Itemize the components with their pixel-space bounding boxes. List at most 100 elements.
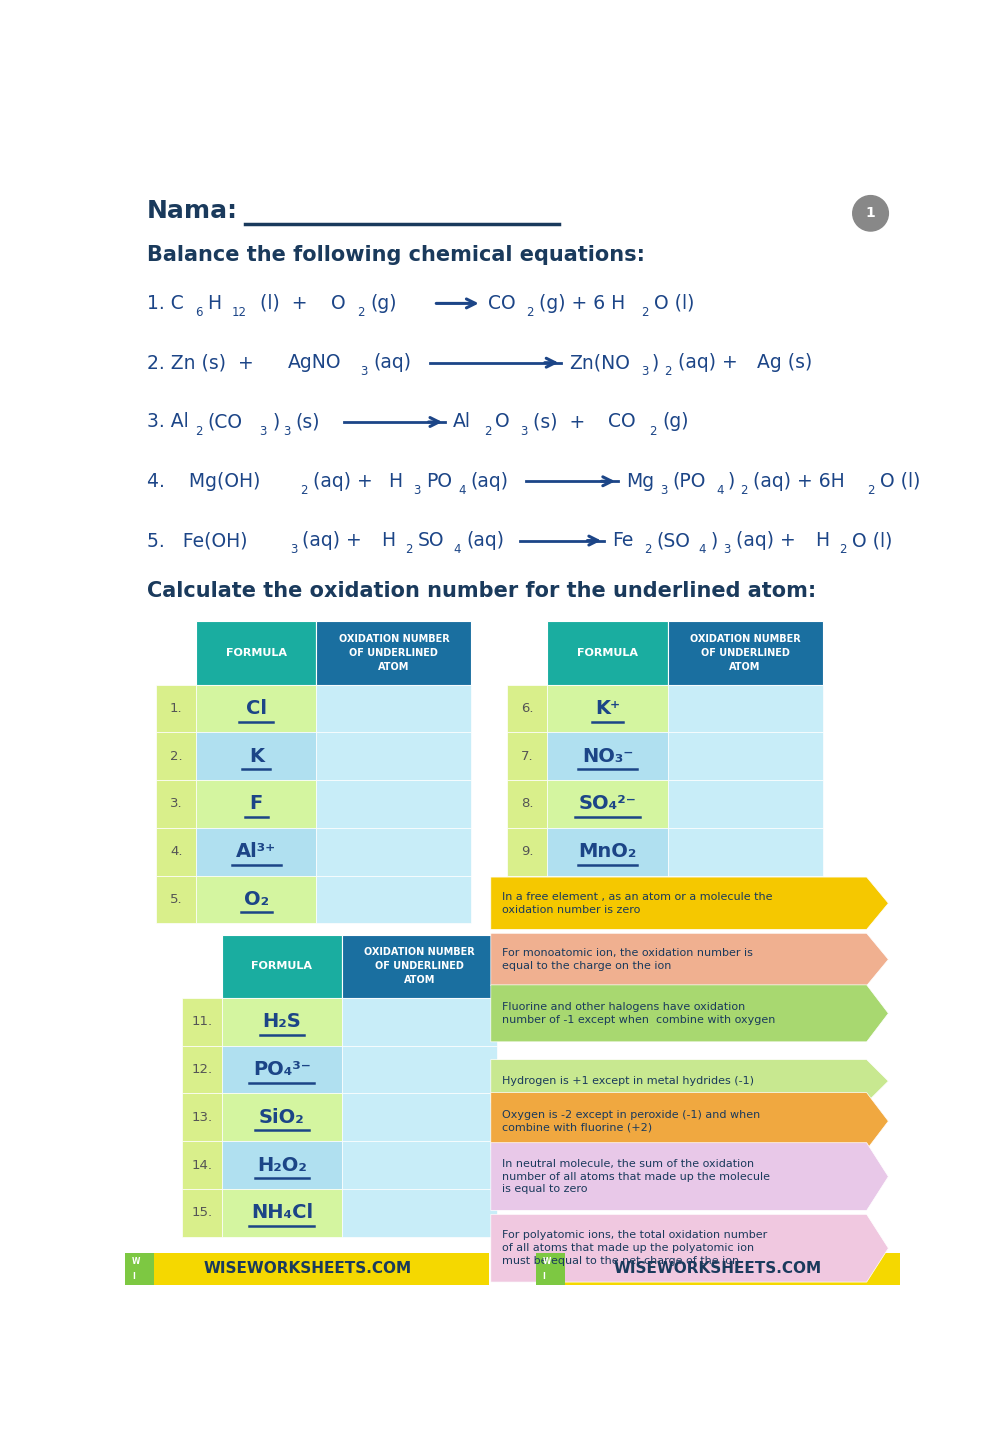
FancyBboxPatch shape xyxy=(668,732,822,780)
Text: I: I xyxy=(132,1272,135,1281)
Text: Al: Al xyxy=(453,413,471,432)
Text: 3: 3 xyxy=(360,365,367,378)
Text: F: F xyxy=(250,794,263,813)
Text: H₂O₂: H₂O₂ xyxy=(257,1155,307,1174)
Text: ): ) xyxy=(711,531,718,550)
Text: 2: 2 xyxy=(300,484,308,497)
FancyBboxPatch shape xyxy=(507,827,547,875)
Text: 2: 2 xyxy=(641,306,649,319)
Text: H: H xyxy=(815,531,829,550)
Text: In neutral molecule, the sum of the oxidation
number of all atoms that made up t: In neutral molecule, the sum of the oxid… xyxy=(502,1158,770,1194)
Text: 12.: 12. xyxy=(191,1063,212,1076)
FancyBboxPatch shape xyxy=(182,1045,222,1093)
Text: CO: CO xyxy=(488,295,515,313)
Text: PO: PO xyxy=(426,472,452,491)
Circle shape xyxy=(853,195,888,231)
FancyBboxPatch shape xyxy=(316,875,471,923)
FancyBboxPatch shape xyxy=(316,621,471,684)
Text: For polyatomic ions, the total oxidation number
of all atoms that made up the po: For polyatomic ions, the total oxidation… xyxy=(502,1230,768,1266)
Text: (aq): (aq) xyxy=(466,531,504,550)
FancyBboxPatch shape xyxy=(316,732,471,780)
FancyBboxPatch shape xyxy=(668,875,822,923)
Text: 4: 4 xyxy=(698,543,706,556)
Text: OXIDATION NUMBER
OF UNDERLINED
ATOM: OXIDATION NUMBER OF UNDERLINED ATOM xyxy=(339,634,449,671)
FancyBboxPatch shape xyxy=(507,684,547,732)
Text: O (l): O (l) xyxy=(654,295,695,313)
Text: SO₄²⁻: SO₄²⁻ xyxy=(578,794,636,813)
FancyBboxPatch shape xyxy=(182,1093,222,1141)
FancyBboxPatch shape xyxy=(316,827,471,875)
Text: 7.: 7. xyxy=(521,749,534,762)
Text: W: W xyxy=(132,1258,140,1266)
Text: 15.: 15. xyxy=(191,1206,212,1219)
Text: MnO₂: MnO₂ xyxy=(578,842,637,861)
Text: 8.: 8. xyxy=(521,797,533,810)
Text: 2: 2 xyxy=(406,543,413,556)
Text: W: W xyxy=(543,1258,551,1266)
Text: H: H xyxy=(388,472,403,491)
Text: 14.: 14. xyxy=(191,1158,212,1171)
Text: 2. Zn (s)  +: 2. Zn (s) + xyxy=(147,354,253,373)
Text: 3: 3 xyxy=(283,425,290,438)
Polygon shape xyxy=(491,1214,888,1282)
Text: Calculate the oxidation number for the underlined atom:: Calculate the oxidation number for the u… xyxy=(147,580,816,601)
Text: 3: 3 xyxy=(641,365,649,378)
Text: 6: 6 xyxy=(195,306,202,319)
FancyBboxPatch shape xyxy=(196,732,316,780)
Text: H: H xyxy=(381,531,395,550)
Text: 11.: 11. xyxy=(191,1015,212,1028)
Text: (s)  +: (s) + xyxy=(533,413,585,432)
Text: 6.: 6. xyxy=(521,702,533,715)
Text: CO: CO xyxy=(608,413,635,432)
FancyBboxPatch shape xyxy=(342,1093,497,1141)
Text: 3.: 3. xyxy=(170,797,182,810)
Text: 2: 2 xyxy=(740,484,748,497)
Text: 2.: 2. xyxy=(170,749,182,762)
Text: FORMULA: FORMULA xyxy=(577,648,638,658)
Text: (aq) + 6H: (aq) + 6H xyxy=(753,472,844,491)
Text: 1. C: 1. C xyxy=(147,295,183,313)
Text: NH₄Cl: NH₄Cl xyxy=(251,1203,313,1222)
FancyBboxPatch shape xyxy=(182,1188,222,1236)
FancyBboxPatch shape xyxy=(668,827,822,875)
Text: SO: SO xyxy=(418,531,444,550)
Text: Al³⁺: Al³⁺ xyxy=(236,842,276,861)
Text: 10.: 10. xyxy=(517,892,538,905)
Text: H: H xyxy=(207,295,221,313)
Text: OXIDATION NUMBER
OF UNDERLINED
ATOM: OXIDATION NUMBER OF UNDERLINED ATOM xyxy=(364,947,475,985)
Text: In a free element , as an atom or a molecule the
oxidation number is zero: In a free element , as an atom or a mole… xyxy=(502,892,773,914)
Text: (l)  +: (l) + xyxy=(254,295,307,313)
Text: 2: 2 xyxy=(644,543,652,556)
Text: 13.: 13. xyxy=(191,1110,212,1123)
Text: 3: 3 xyxy=(413,484,421,497)
Polygon shape xyxy=(491,1142,888,1210)
FancyBboxPatch shape xyxy=(547,732,668,780)
FancyBboxPatch shape xyxy=(125,1253,489,1285)
Text: ): ) xyxy=(652,354,659,373)
Text: 3: 3 xyxy=(290,543,297,556)
FancyBboxPatch shape xyxy=(156,827,196,875)
Text: ): ) xyxy=(272,413,280,432)
FancyBboxPatch shape xyxy=(342,934,497,998)
Text: (CO: (CO xyxy=(207,413,242,432)
Text: (aq): (aq) xyxy=(373,354,411,373)
Polygon shape xyxy=(491,1093,888,1149)
Text: Ag (s): Ag (s) xyxy=(757,354,813,373)
Text: 2: 2 xyxy=(484,425,491,438)
Text: O: O xyxy=(331,295,346,313)
FancyBboxPatch shape xyxy=(222,998,342,1045)
FancyBboxPatch shape xyxy=(222,1045,342,1093)
Text: Nama:: Nama: xyxy=(147,199,238,222)
Text: 4.    Mg(OH): 4. Mg(OH) xyxy=(147,472,260,491)
FancyBboxPatch shape xyxy=(125,1253,154,1285)
Text: 1.: 1. xyxy=(170,702,182,715)
Text: (g): (g) xyxy=(370,295,396,313)
Polygon shape xyxy=(491,1060,888,1103)
FancyBboxPatch shape xyxy=(536,1253,565,1285)
FancyBboxPatch shape xyxy=(156,875,196,923)
Text: 5.: 5. xyxy=(170,892,182,905)
FancyBboxPatch shape xyxy=(547,780,668,827)
Text: (SO: (SO xyxy=(657,531,691,550)
Text: (aq) +: (aq) + xyxy=(678,354,737,373)
FancyBboxPatch shape xyxy=(182,998,222,1045)
